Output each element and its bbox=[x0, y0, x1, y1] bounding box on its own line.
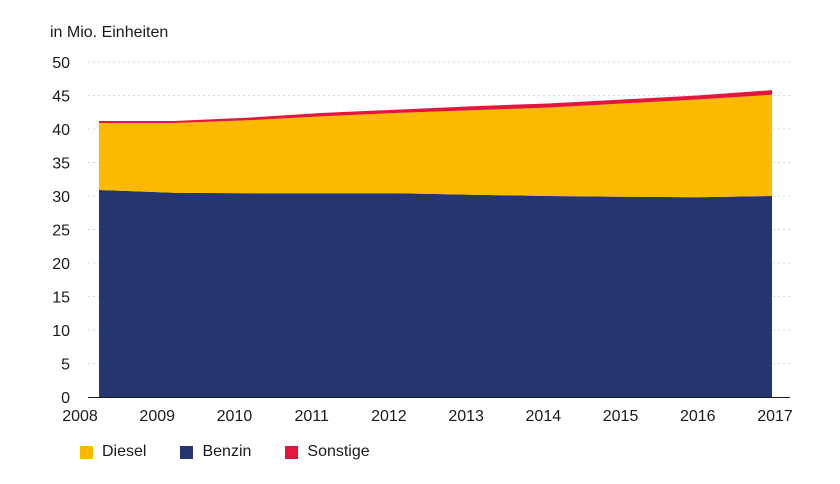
x-tick-label: 2008 bbox=[62, 408, 98, 425]
y-axis-unit-label: in Mio. Einheiten bbox=[50, 24, 168, 41]
area-series-group bbox=[99, 90, 772, 397]
area-benzin bbox=[99, 190, 772, 397]
x-tick-label: 2015 bbox=[603, 408, 639, 425]
legend-label: Sonstige bbox=[307, 443, 370, 460]
y-tick-label: 25 bbox=[52, 223, 70, 240]
y-tick-label: 45 bbox=[52, 89, 70, 106]
legend-label: Benzin bbox=[202, 443, 252, 460]
area-diesel bbox=[99, 94, 772, 198]
legend-swatch bbox=[180, 445, 194, 459]
x-axis-ticks: 2008 2009 2010 2011 2012 2013 2014 2015 2016 2017 bbox=[62, 408, 793, 425]
legend-item-diesel: Diesel bbox=[80, 443, 146, 461]
x-tick-label: 2013 bbox=[448, 408, 484, 425]
y-tick-label: 10 bbox=[52, 323, 70, 340]
x-tick-label: 2017 bbox=[757, 408, 793, 425]
legend: Diesel Benzin Sonstige bbox=[80, 443, 370, 461]
y-tick-label: 20 bbox=[52, 256, 70, 273]
legend-label: Diesel bbox=[102, 443, 147, 460]
y-tick-label: 30 bbox=[52, 189, 70, 206]
x-tick-label: 2014 bbox=[526, 408, 562, 425]
y-tick-label: 15 bbox=[52, 290, 70, 307]
y-tick-label: 35 bbox=[52, 156, 70, 173]
y-tick-label: 40 bbox=[52, 122, 70, 139]
legend-item-sonstige: Sonstige bbox=[285, 443, 370, 461]
x-tick-label: 2010 bbox=[217, 408, 253, 425]
x-tick-label: 2016 bbox=[680, 408, 716, 425]
x-tick-label: 2011 bbox=[294, 408, 329, 425]
y-tick-label: 50 bbox=[52, 55, 70, 72]
y-tick-label: 5 bbox=[61, 357, 70, 374]
legend-item-benzin: Benzin bbox=[180, 443, 251, 461]
y-axis-ticks: 0 5 10 15 20 25 30 35 40 45 50 bbox=[52, 55, 70, 407]
legend-swatch bbox=[80, 445, 93, 459]
legend-swatch bbox=[285, 445, 299, 459]
y-tick-label: 0 bbox=[61, 390, 70, 407]
x-tick-label: 2009 bbox=[139, 408, 175, 425]
x-tick-label: 2012 bbox=[371, 408, 407, 425]
